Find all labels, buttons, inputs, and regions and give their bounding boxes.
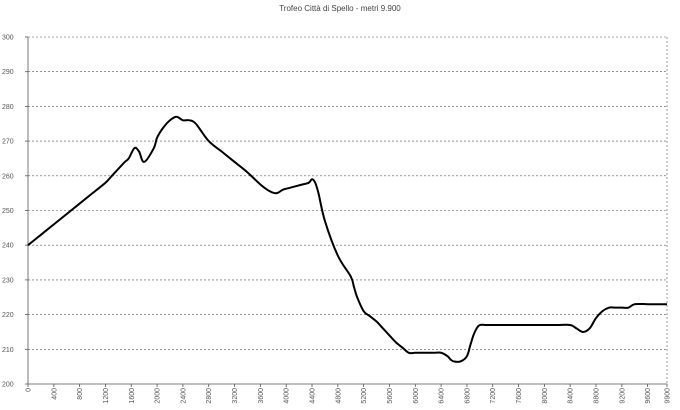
gridlines bbox=[28, 36, 667, 350]
series-layer bbox=[27, 115, 667, 363]
axes bbox=[25, 36, 668, 387]
x-tick-label-6400: 6400 bbox=[439, 388, 446, 404]
x-tick-label-9600: 9600 bbox=[645, 388, 652, 404]
x-tick-label-9900: 9900 bbox=[665, 388, 672, 404]
x-tick-label-1600: 1600 bbox=[129, 388, 136, 404]
x-tick-label-2000: 2000 bbox=[155, 388, 162, 404]
y-tick-label-210: 210 bbox=[2, 347, 14, 354]
x-tick-label-3200: 3200 bbox=[232, 388, 239, 404]
x-tick-label-5200: 5200 bbox=[361, 388, 368, 404]
x-tick-label-7600: 7600 bbox=[516, 388, 523, 404]
x-tick-label-6000: 6000 bbox=[413, 388, 420, 404]
y-tick-label-200: 200 bbox=[2, 382, 14, 389]
series-line-0 bbox=[27, 115, 667, 363]
y-tick-label-260: 260 bbox=[2, 173, 14, 180]
x-tick-label-8800: 8800 bbox=[594, 388, 601, 404]
x-tick-label-0: 0 bbox=[26, 388, 33, 392]
x-tick-label-4400: 4400 bbox=[310, 388, 317, 404]
x-tick-label-6800: 6800 bbox=[464, 388, 471, 404]
x-tick-label-2800: 2800 bbox=[206, 388, 213, 404]
y-tick-label-230: 230 bbox=[2, 277, 14, 284]
y-tick-label-270: 270 bbox=[2, 139, 14, 146]
x-tick-labels: 0 400 800 1200 1600 2000 2400 2800 3200 3600 4000 4… bbox=[26, 388, 672, 404]
x-tick-label-3600: 3600 bbox=[258, 388, 265, 404]
y-tick-label-250: 250 bbox=[2, 208, 14, 215]
y-tick-label-280: 280 bbox=[2, 104, 14, 111]
x-tick-label-9200: 9200 bbox=[619, 388, 626, 404]
x-tick-label-7200: 7200 bbox=[490, 388, 497, 404]
x-tick-label-5600: 5600 bbox=[387, 388, 394, 404]
x-tick-label-800: 800 bbox=[77, 388, 84, 400]
x-tick-label-8400: 8400 bbox=[568, 388, 575, 404]
x-tick-label-1200: 1200 bbox=[103, 388, 110, 404]
x-tick-label-2400: 2400 bbox=[180, 388, 187, 404]
x-tick-label-4000: 4000 bbox=[284, 388, 291, 404]
y-tick-label-240: 240 bbox=[2, 243, 14, 250]
y-tick-label-290: 290 bbox=[2, 69, 14, 76]
chart-title: Trofeo Città di Spello - metri 9.900 bbox=[279, 4, 401, 13]
y-tick-label-300: 300 bbox=[2, 35, 14, 42]
y-tick-labels: 200 210 220 230 240 250 260 270 280 290 300 bbox=[2, 35, 14, 389]
x-tick-label-400: 400 bbox=[51, 388, 58, 400]
y-tick-label-220: 220 bbox=[2, 312, 14, 319]
x-tick-label-4800: 4800 bbox=[335, 388, 342, 404]
x-tick-label-8000: 8000 bbox=[542, 388, 549, 404]
